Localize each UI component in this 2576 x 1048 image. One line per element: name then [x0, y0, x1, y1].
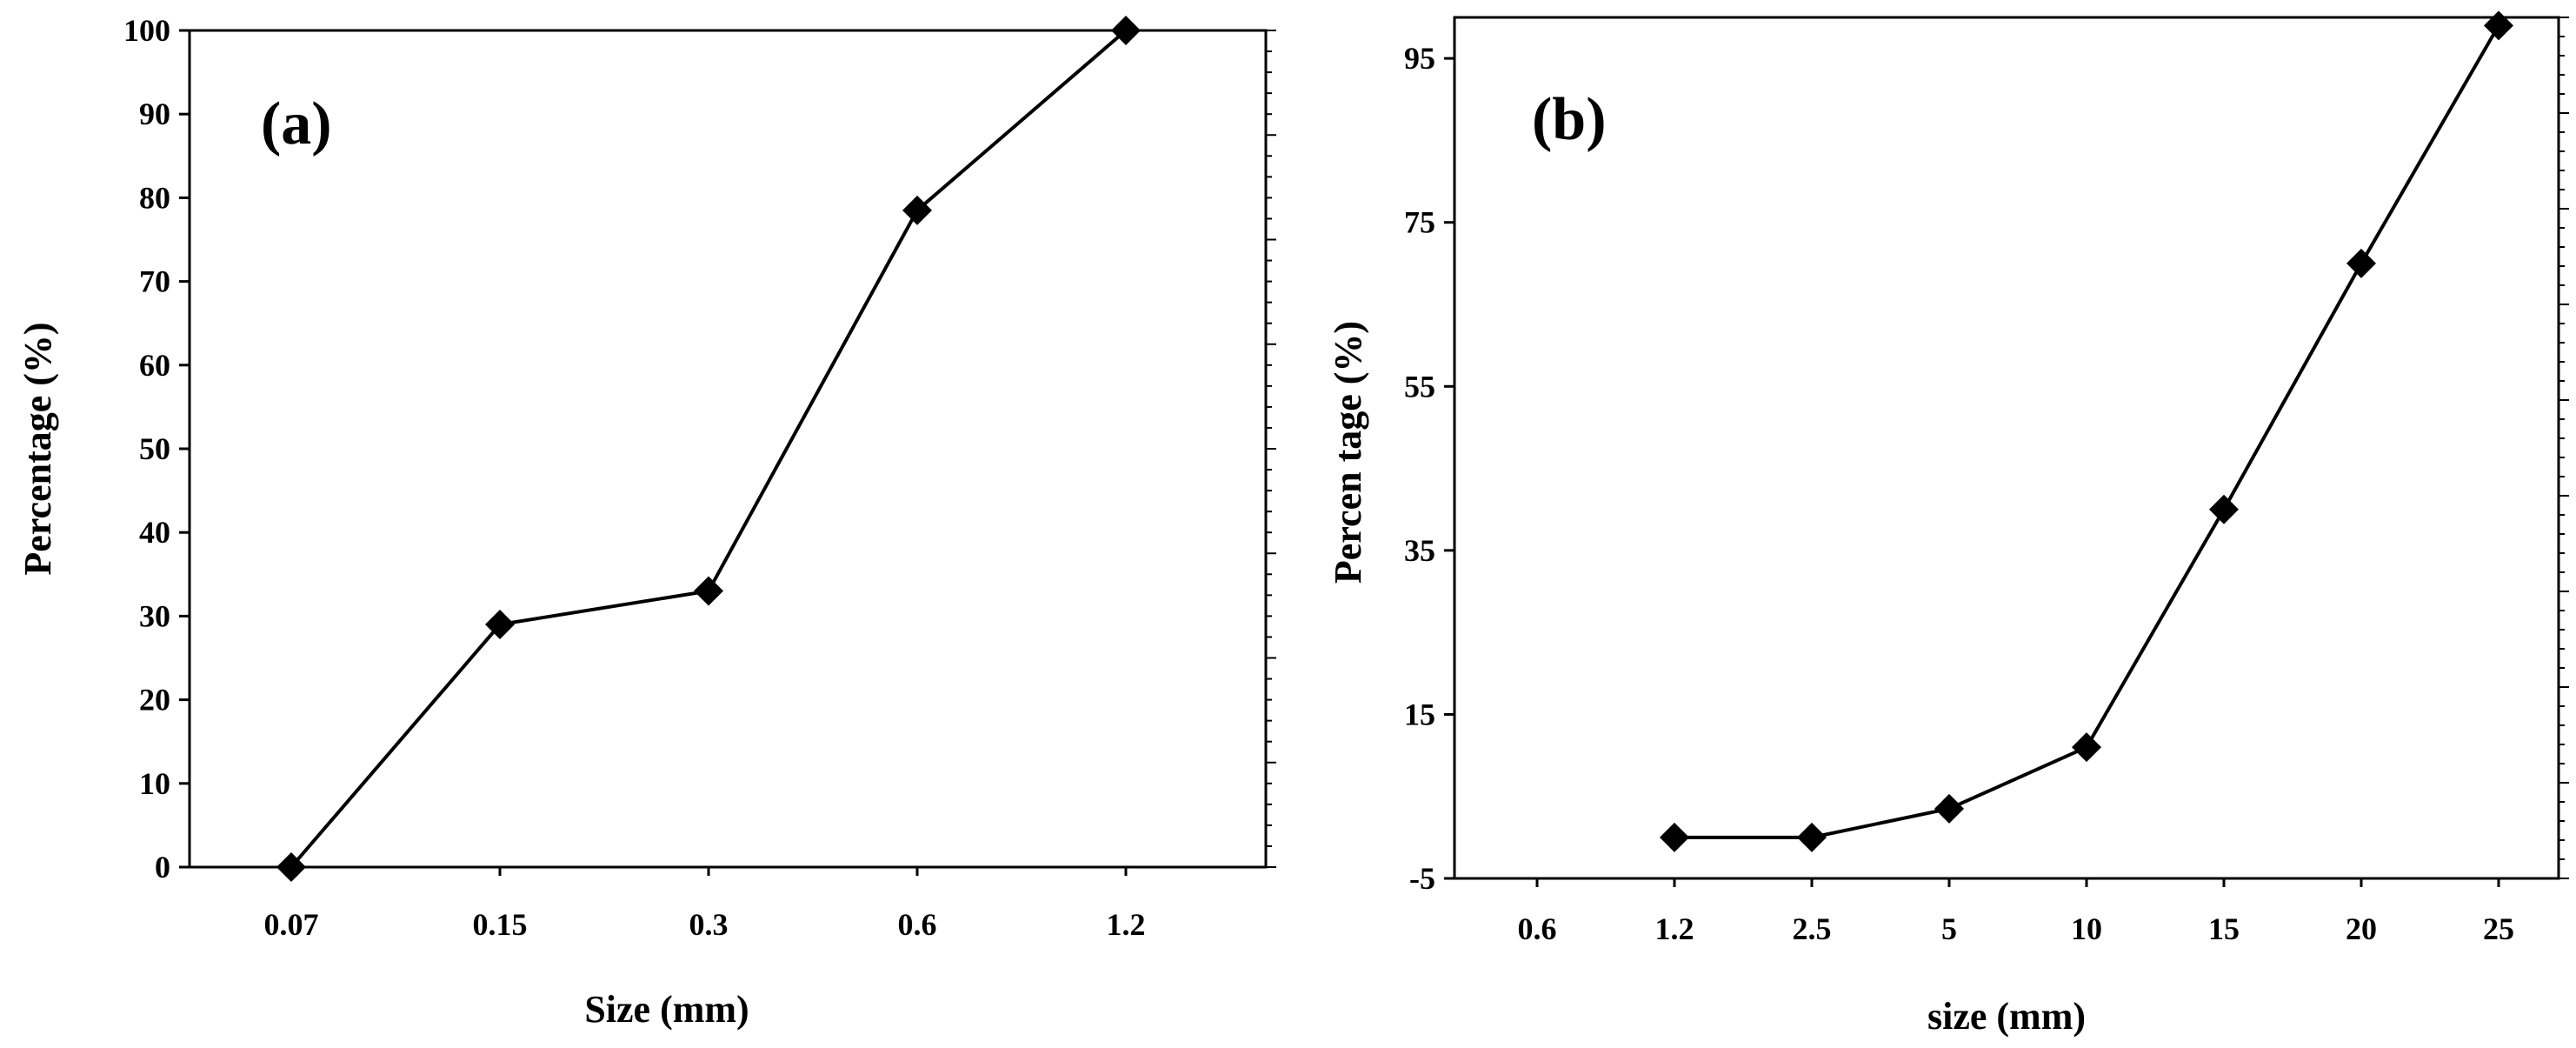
y-tick-label: 100	[123, 13, 170, 48]
x-tick-label: 0.07	[264, 907, 319, 942]
y-tick-label: 15	[1404, 697, 1435, 731]
x-tick-label: 0.3	[689, 907, 729, 942]
data-point-marker	[2346, 248, 2376, 278]
plot-frame-a	[188, 29, 1268, 869]
y-tick-label: 10	[139, 766, 170, 801]
x-ticks-b: 0.6 1.2 2.5 5 10 15 20 25	[1518, 878, 2514, 946]
panel-label-b: (b)	[1532, 86, 1607, 153]
chart-panel-b: -5 15 35 55 75 95 0.6 1.2 2.5 5 10 15 20 25 (b) size…	[1327, 10, 2569, 1038]
y-tick-label: -5	[1409, 861, 1435, 896]
x-tick-label: 1.2	[1655, 911, 1694, 946]
y-tick-label: 40	[139, 515, 170, 550]
x-tick-label: 0.15	[473, 907, 528, 942]
y-ticks-b: -5 15 35 55 75 95	[1404, 41, 1454, 896]
x-tick-label: 0.6	[1518, 911, 1557, 946]
chart-panel-a: 0 10 20 30 40 50 60 70 80 90 100 0.07 0.15 0.3 0.6 1.2…	[17, 13, 1276, 1031]
y-tick-label: 70	[139, 264, 170, 299]
data-point-marker	[276, 852, 306, 882]
y-axis-title-b: Percen tage (%)	[1327, 321, 1369, 584]
y-tick-label: 50	[139, 431, 170, 466]
y-tick-label: 80	[139, 180, 170, 215]
data-point-marker	[2072, 732, 2101, 763]
y-tick-label: 60	[139, 348, 170, 383]
y-tick-label: 0	[155, 850, 170, 884]
x-tick-label: 5	[1941, 911, 1957, 946]
series-line-b	[1674, 24, 2500, 839]
y-tick-label: 75	[1404, 205, 1435, 240]
y-tick-label: 95	[1404, 41, 1435, 76]
data-point-marker	[2484, 10, 2513, 41]
x-tick-label: 20	[2346, 911, 2377, 946]
data-point-marker	[902, 195, 932, 225]
x-axis-title-a: Size (mm)	[584, 988, 749, 1031]
x-tick-label: 0.6	[898, 907, 937, 942]
y-axis-title-a: Percentage (%)	[17, 322, 59, 575]
panel-label-a: (a)	[261, 90, 332, 157]
x-tick-label: 10	[2071, 911, 2102, 946]
y-tick-label: 35	[1404, 533, 1435, 568]
data-point-marker	[694, 576, 723, 606]
y-tick-label: 55	[1404, 369, 1435, 404]
data-point-marker	[485, 610, 515, 640]
y-tick-label: 90	[139, 97, 170, 131]
data-points-a	[276, 16, 1141, 882]
data-points-b	[1660, 10, 2513, 852]
right-minor-ticks-b	[2559, 17, 2569, 879]
x-ticks-a: 0.07 0.15 0.3 0.6 1.2	[264, 867, 1146, 942]
plot-frame-b	[1453, 16, 2560, 880]
x-tick-label: 15	[2208, 911, 2240, 946]
data-point-marker	[2209, 494, 2239, 524]
data-point-marker	[1111, 16, 1141, 45]
y-tick-label: 30	[139, 598, 170, 633]
x-tick-label: 1.2	[1107, 907, 1146, 942]
x-axis-title-b: size (mm)	[1927, 995, 2086, 1038]
x-tick-label: 2.5	[1793, 911, 1832, 946]
y-tick-label: 20	[139, 683, 170, 718]
right-minor-ticks-a	[1266, 30, 1276, 868]
data-point-marker	[1660, 822, 1689, 852]
series-line-a	[290, 29, 1128, 869]
data-point-marker	[1797, 822, 1827, 852]
y-ticks-a: 0 10 20 30 40 50 60 70 80 90 100	[123, 13, 190, 884]
data-point-marker	[1934, 793, 1964, 824]
x-tick-label: 25	[2483, 911, 2514, 946]
